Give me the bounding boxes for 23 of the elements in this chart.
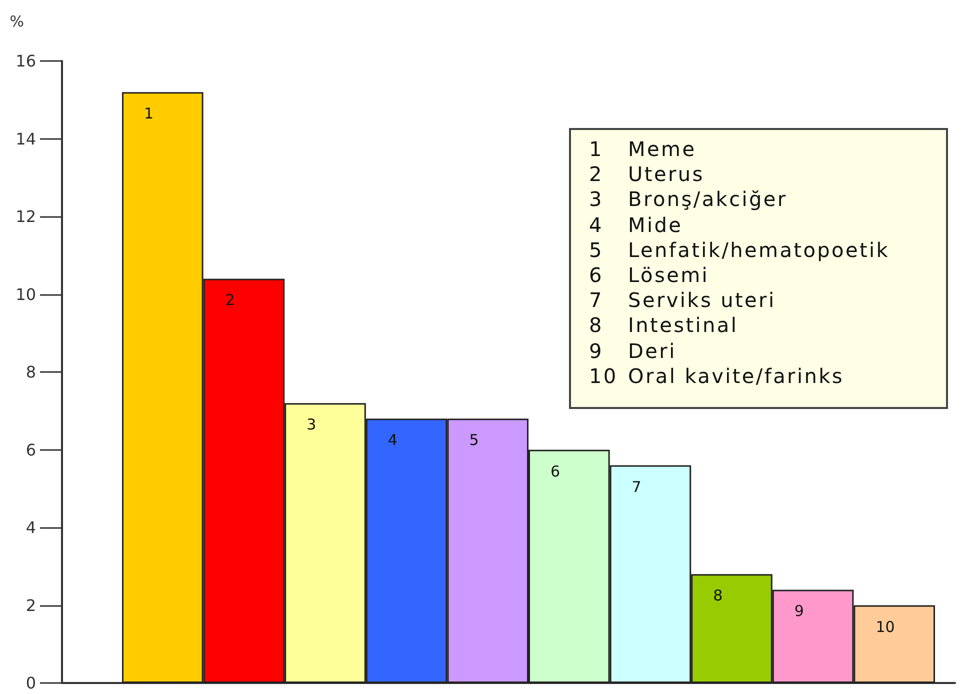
text: 2 Uterus: [589, 162, 704, 186]
y-axis-title: %: [10, 12, 24, 30]
text: 4 Mide: [589, 212, 683, 237]
text: 8 Intestinal: [589, 313, 738, 338]
annotation: 10 Oral kavite/farinks: [589, 364, 844, 388]
y-tick-label: 10: [16, 284, 36, 304]
x-tick-label: 9: [794, 602, 804, 620]
text: 6 Lösemi: [589, 263, 710, 287]
text: 5 Lenfatik/hematopoetik: [589, 238, 890, 262]
y-tick-label: 8: [26, 362, 36, 382]
x-tick-label: 7: [632, 478, 642, 496]
x-tick-label: 5: [469, 431, 479, 450]
text: 1 Meme: [589, 137, 696, 161]
text: 3 Bronş/akciğer: [589, 187, 788, 212]
y-tick-label: 14: [16, 129, 36, 148]
text: 9 Deri: [589, 338, 676, 363]
y-tick-label: 16: [16, 52, 36, 70]
x-tick-label: 3: [306, 416, 316, 434]
text: 7 Serviks uteri: [589, 288, 776, 312]
y-tick-label: 12: [16, 207, 36, 226]
y-tick-label: 0: [26, 674, 36, 692]
y-tick-label: 4: [26, 518, 36, 537]
x-tick-label: 1: [144, 104, 154, 123]
